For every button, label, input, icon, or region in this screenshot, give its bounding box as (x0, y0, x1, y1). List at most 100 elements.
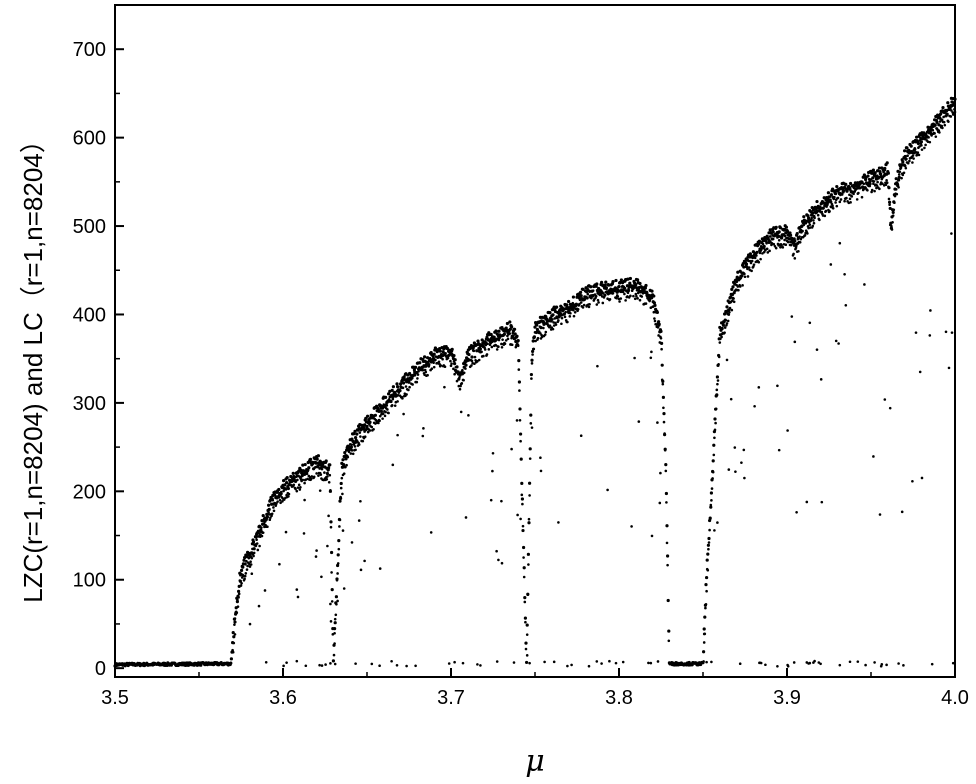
data-point (517, 359, 521, 363)
data-point (718, 341, 722, 344)
data-point (858, 186, 862, 190)
data-point (773, 244, 777, 248)
data-point (662, 412, 666, 416)
data-point (712, 443, 716, 447)
data-point (293, 477, 296, 480)
data-point (753, 404, 756, 408)
data-point (644, 283, 648, 288)
data-point (363, 435, 367, 439)
data-point (383, 414, 387, 418)
data-point (279, 501, 282, 505)
data-point (472, 349, 476, 353)
data-point (294, 487, 297, 491)
data-point (729, 397, 733, 401)
data-point (389, 400, 393, 403)
data-point (333, 631, 336, 635)
data-point (487, 348, 491, 351)
data-point (500, 561, 504, 565)
data-point (930, 662, 934, 666)
data-point (731, 285, 735, 289)
data-point (519, 439, 522, 443)
data-point (506, 337, 510, 341)
data-point (911, 479, 914, 483)
x-axis-title: μ (525, 744, 545, 779)
data-point (416, 377, 419, 380)
data-point (366, 430, 370, 434)
data-point (497, 345, 500, 349)
data-point (441, 353, 445, 358)
data-point (254, 544, 258, 548)
data-point (656, 326, 660, 329)
data-point (732, 297, 735, 300)
data-point (757, 242, 761, 246)
data-point (455, 379, 459, 383)
data-point (344, 457, 348, 461)
data-point (714, 421, 717, 425)
data-point (398, 389, 402, 393)
data-point (403, 378, 407, 382)
data-point (906, 161, 910, 165)
data-point (335, 602, 338, 606)
data-point (838, 241, 842, 245)
data-point (283, 483, 287, 487)
data-point (715, 375, 720, 379)
data-point (604, 280, 608, 284)
data-point (527, 563, 530, 566)
data-point (578, 302, 581, 306)
data-point (485, 353, 489, 356)
data-point (813, 659, 816, 663)
data-point (368, 429, 372, 432)
data-point (900, 176, 903, 180)
data-point (495, 348, 499, 351)
data-point (801, 229, 804, 233)
data-point (477, 358, 481, 362)
data-point (629, 294, 632, 298)
data-point (768, 235, 772, 238)
data-point (877, 176, 881, 179)
data-point (703, 632, 707, 636)
data-point (768, 228, 772, 232)
data-point (335, 578, 339, 582)
data-point (424, 370, 428, 374)
data-point (582, 303, 586, 307)
data-point (581, 287, 585, 291)
data-point (569, 311, 572, 315)
data-point (920, 148, 924, 151)
data-point (255, 538, 258, 542)
data-point (340, 476, 344, 480)
data-point (528, 661, 531, 665)
data-point (583, 298, 587, 301)
data-point (573, 310, 577, 314)
data-point (777, 238, 781, 242)
data-point (414, 664, 417, 668)
data-point (844, 182, 848, 186)
data-point (258, 544, 261, 548)
data-point (351, 452, 355, 456)
data-point (928, 140, 932, 144)
data-point (757, 239, 762, 243)
data-point (637, 288, 641, 292)
data-point (749, 261, 753, 265)
data-point (713, 428, 717, 432)
data-point (261, 514, 265, 518)
data-point (489, 498, 493, 502)
data-point (911, 161, 914, 164)
data-point (514, 345, 518, 349)
data-point (239, 584, 243, 587)
data-point (327, 514, 330, 518)
data-point (405, 664, 408, 668)
data-point (544, 314, 548, 319)
data-point (762, 244, 766, 249)
data-point (600, 280, 604, 284)
data-point (661, 379, 665, 383)
data-point (941, 105, 945, 110)
data-point (815, 348, 819, 351)
data-point (665, 541, 669, 545)
data-point (765, 247, 769, 251)
y-tick-label: 0 (95, 658, 106, 680)
data-point (245, 568, 249, 571)
data-point (789, 243, 793, 247)
data-point (428, 358, 432, 362)
data-point (311, 462, 315, 466)
data-point (888, 200, 892, 204)
